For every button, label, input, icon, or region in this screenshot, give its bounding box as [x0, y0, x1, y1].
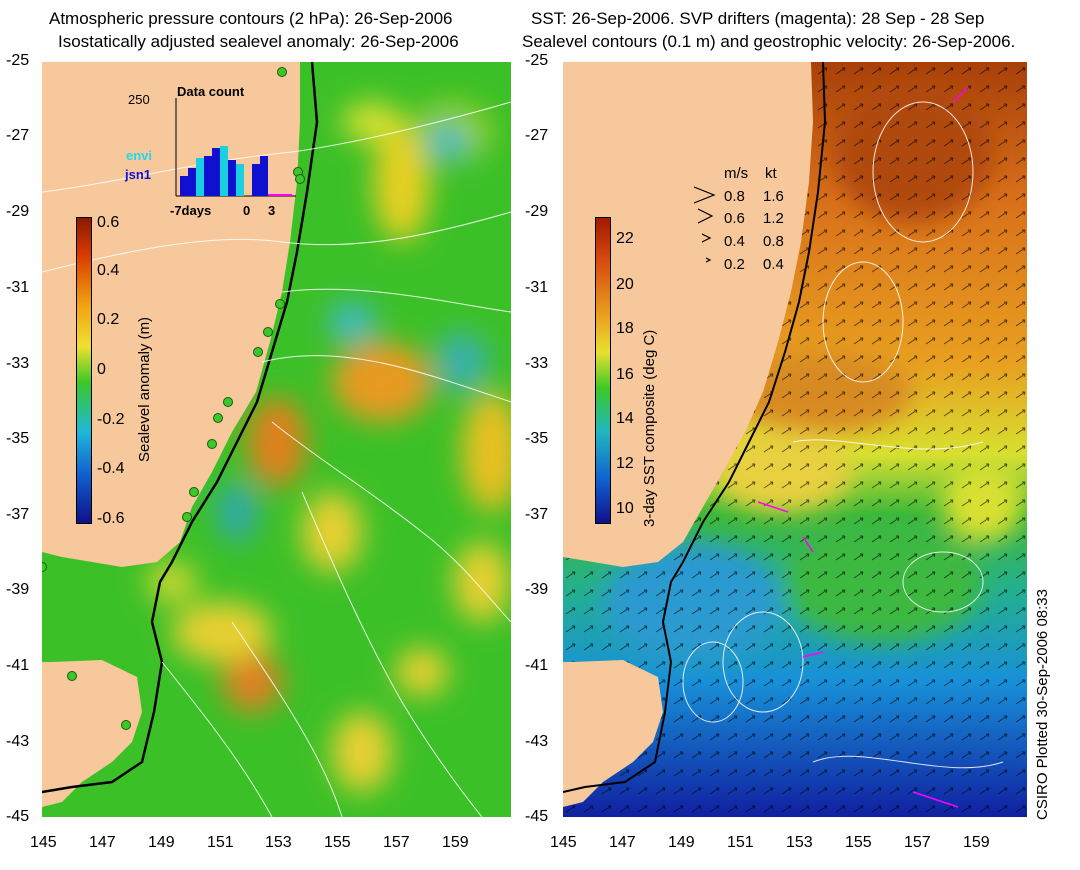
velocity-legend-arrows — [693, 186, 716, 263]
inset-ymax: 250 — [128, 92, 150, 107]
left-lat-tick: -39 — [6, 581, 30, 598]
sla-tick-5: -0.4 — [97, 460, 125, 477]
inset-xlabel-right: 3 — [268, 203, 276, 218]
right-lon-tick: 157 — [904, 834, 931, 851]
right-lat-tick: -37 — [525, 506, 549, 523]
sst-map[interactable] — [563, 62, 1027, 817]
right-lat-tick: -41 — [525, 657, 549, 674]
sst-tick-3: 16 — [616, 366, 634, 383]
velocity-legend-ms-2: 0.4 — [724, 233, 745, 250]
right-lat-tick: -43 — [525, 733, 549, 750]
left-lat-tick: -29 — [6, 203, 30, 220]
sla-tick-2: 0.2 — [97, 311, 120, 328]
left-lon-tick: 151 — [207, 834, 234, 851]
altimeter-track-points — [42, 67, 305, 730]
svp-drifter-tracks — [757, 86, 969, 808]
left-lat-tick: -25 — [6, 52, 30, 69]
left-lon-tick: 155 — [324, 834, 351, 851]
sst-tick-5: 12 — [616, 455, 634, 472]
left-lat-tick: -43 — [6, 733, 30, 750]
right-lon-tick: 159 — [963, 834, 990, 851]
sst-colorbar — [595, 217, 611, 524]
sla-colorbar — [76, 217, 92, 524]
sla-tick-6: -0.6 — [97, 510, 125, 527]
sst-tick-4: 14 — [616, 410, 634, 427]
sla-tick-1: 0.4 — [97, 262, 120, 279]
right-lat-tick: -29 — [525, 203, 549, 220]
shelf-contour-sst — [563, 62, 827, 793]
right-lon-tick: 147 — [609, 834, 636, 851]
sla-colorbar-label: Sealevel anomaly (m) — [136, 316, 153, 462]
left-lat-tick: -45 — [6, 808, 30, 825]
sla-tick-3: 0 — [97, 361, 106, 378]
right-lat-tick: -25 — [525, 52, 549, 69]
right-lon-tick: 151 — [727, 834, 754, 851]
left-lat-tick: -41 — [6, 657, 30, 674]
inset-legend-envi: envi — [126, 148, 153, 163]
velocity-legend-header-kt: kt — [765, 165, 777, 182]
right-lat-tick: -45 — [525, 808, 549, 825]
inset-title: Data count — [177, 84, 245, 99]
sealevel-contours — [682, 101, 1004, 769]
velocity-legend-ms-0: 0.8 — [724, 188, 745, 205]
sst-tick-6: 10 — [616, 500, 634, 517]
sla-anomaly-blobs — [147, 102, 511, 792]
velocity-legend-kt-1: 1.2 — [763, 210, 784, 227]
left-lat-tick: -31 — [6, 279, 30, 296]
right-title-line1: SST: 26-Sep-2006. SVP drifters (magenta)… — [531, 9, 985, 28]
left-lon-tick: 147 — [89, 834, 116, 851]
right-lon-tick: 149 — [668, 834, 695, 851]
left-lon-tick: 159 — [442, 834, 469, 851]
velocity-legend-ms-3: 0.2 — [724, 256, 745, 273]
velocity-legend-kt-3: 0.4 — [763, 256, 784, 273]
left-lat-tick: -33 — [6, 355, 30, 372]
left-lat-tick: -35 — [6, 430, 30, 447]
right-lat-tick: -39 — [525, 581, 549, 598]
australia-landmass-sst — [563, 62, 813, 567]
left-title-line2: Isostatically adjusted sealevel anomaly:… — [58, 32, 459, 51]
left-lon-tick: 157 — [383, 834, 410, 851]
tasmania-landmass-sst — [563, 660, 663, 807]
tasmania-landmass — [42, 660, 142, 807]
data-count-inset — [175, 98, 296, 197]
left-lat-tick: -27 — [6, 127, 30, 144]
right-title-line2: Sealevel contours (0.1 m) and geostrophi… — [522, 32, 1016, 51]
right-lat-tick: -35 — [525, 430, 549, 447]
sla-tick-0: 0.6 — [97, 214, 120, 231]
sst-tick-1: 20 — [616, 276, 634, 293]
sst-colorbar-label: 3-day SST composite (deg C) — [641, 329, 658, 527]
sst-tick-2: 18 — [616, 320, 634, 337]
right-lon-tick: 145 — [550, 834, 577, 851]
velocity-legend-kt-2: 0.8 — [763, 233, 784, 250]
velocity-legend-header-ms: m/s — [724, 165, 749, 182]
velocity-legend-ms-1: 0.6 — [724, 210, 745, 227]
left-lon-tick: 149 — [148, 834, 175, 851]
left-lon-tick: 145 — [30, 834, 57, 851]
right-lat-tick: -27 — [525, 127, 549, 144]
left-lat-tick: -37 — [6, 506, 30, 523]
sst-tick-0: 22 — [616, 230, 634, 247]
shelf-contour — [42, 62, 319, 794]
right-lat-tick: -33 — [525, 355, 549, 372]
velocity-legend-kt-0: 1.6 — [763, 188, 784, 205]
right-lon-tick: 155 — [845, 834, 872, 851]
inset-legend-jsn1: jsn1 — [125, 167, 152, 182]
sealevel-anomaly-map[interactable] — [42, 62, 511, 817]
plot-credit: CSIRO Plotted 30-Sep-2006 08:33 — [1034, 589, 1051, 820]
pressure-contours — [42, 101, 511, 817]
sla-tick-4: -0.2 — [97, 411, 125, 428]
right-lat-tick: -31 — [525, 279, 549, 296]
left-lon-tick: 153 — [265, 834, 292, 851]
inset-xlabel-mid: 0 — [243, 203, 251, 218]
left-title-line1: Atmospheric pressure contours (2 hPa): 2… — [49, 9, 453, 28]
right-lon-tick: 153 — [786, 834, 813, 851]
inset-xlabel-left: -7days — [170, 203, 212, 218]
